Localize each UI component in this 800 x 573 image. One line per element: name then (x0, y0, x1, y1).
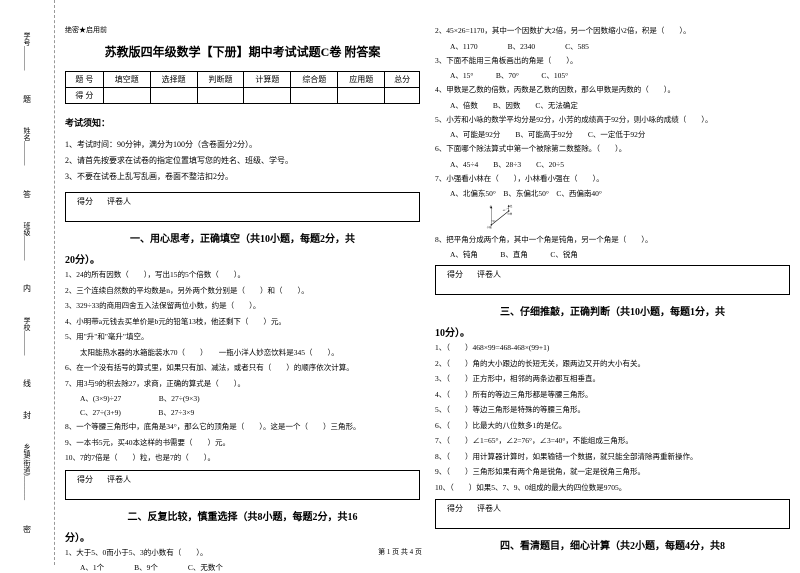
q1-9: 9、一本书5元，买40本这样的书需要（ ）元。 (65, 438, 420, 449)
q2-2o: A、1170 B、2340 C、585 (435, 41, 790, 52)
gb3b: 评卷人 (471, 269, 507, 280)
binding-field-id: 学号_______ (22, 32, 32, 71)
binding-seal-1: 题 (22, 95, 33, 103)
q1-10: 10、7的7倍是（ ）粒，也是7的（ ）。 (65, 453, 420, 464)
tr2-2 (150, 88, 197, 104)
gb2b: 评卷人 (101, 474, 137, 485)
q1-7o2: C、27÷(3+9) B、27÷3×9 (65, 407, 420, 418)
q1-5a: 太阳能热水器的水箱能装水70（ ） 一瓶小洋人妙恋饮料是345（ ）。 (65, 348, 420, 359)
notice-3: 3、不要在试卷上乱写乱画，卷面不整洁扣2分。 (65, 171, 420, 183)
tr2-0: 得 分 (66, 88, 104, 104)
notice-2: 2、请首先按要求在试卷的指定位置填写您的姓名、班级、学号。 (65, 155, 420, 167)
binding-seal-5: 封 (22, 411, 33, 419)
tr2-6 (338, 88, 385, 104)
q1-3: 3、329÷33的商用四舍五入法保留两位小数，约是（ ）。 (65, 301, 420, 312)
th-5: 综合题 (291, 72, 338, 88)
binding-field-town: 乡镇(街道)_______ (22, 443, 32, 500)
binding-seal-6: 密 (22, 525, 33, 533)
q2-2: 2、45×26=1170，其中一个因数扩大2倍，另一个因数缩小2倍，积是（ ）。 (435, 26, 790, 37)
section-1-cont: 20分）。 (65, 251, 420, 266)
q3-1: 1、（ ）468×99=468-468×(99+1) (435, 343, 790, 354)
page-title: 苏教版四年级数学【下册】期中考试试题C卷 附答案 (65, 43, 420, 60)
q2-8: 8、把平角分成两个角，其中一个角是钝角，另一个角是（ ）。 (435, 235, 790, 246)
q1-8: 8、一个等腰三角形中，底角是34°，那么它的顶角是（ ）。这是一个（ ）三角形。 (65, 422, 420, 433)
q3-9: 9、（ ）三角形如果有两个角是锐角，就一定是锐角三角形。 (435, 467, 790, 478)
gb1b: 评卷人 (101, 196, 137, 207)
binding-field-school: 学校_______ (22, 317, 32, 356)
q3-6: 6、（ ）比最大的八位数多1的是亿。 (435, 421, 790, 432)
gb1a: 得分 (71, 196, 99, 207)
binding-seal-4: 线 (22, 379, 33, 387)
q2-7: 7、小强看小林在（ ），小林看小强在（ ）。 (435, 174, 790, 185)
gb3a: 得分 (441, 269, 469, 280)
tr2-1 (103, 88, 150, 104)
tr2-3 (197, 88, 244, 104)
grade-box-3: 得分评卷人 (435, 265, 790, 295)
q3-8: 8、（ ）用计算器计算时，如果输错一个数据，就只能全部清除再重新操作。 (435, 452, 790, 463)
q2-6: 6、下面哪个除法算式中第一个被除第二数整除。（ ）。 (435, 144, 790, 155)
binding-field-name: 姓名_______ (22, 127, 32, 166)
grade-box-2: 得分评卷人 (65, 470, 420, 500)
binding-field-class: 班级_______ (22, 222, 32, 261)
q3-2: 2、（ ）角的大小跟边的长短无关，跟两边又开的大小有关。 (435, 359, 790, 370)
q2-1o: A、1个 B、9个 C、无数个 (65, 562, 420, 573)
q2-4: 4、甲数是乙数的倍数，丙数是乙数的因数，那么甲数是丙数的（ ）。 (435, 85, 790, 96)
diag-n2: 北 (510, 204, 513, 208)
diag-a1: 40° (503, 209, 506, 212)
q2-4o: A、倍数 B、因数 C、无法确定 (435, 100, 790, 111)
binding-seal-2: 答 (22, 190, 33, 198)
q1-4: 4、小明带a元钱去买单价是b元的铅笔13枝，他还剩下（ ）元。 (65, 317, 420, 328)
gb4b: 评卷人 (471, 503, 507, 514)
q2-5o: A、可能是92分 B、可能高于92分 C、一定低于92分 (435, 129, 790, 140)
section-4-title: 四、看清题目，细心计算（共2小题，每题4分，共8 (435, 537, 790, 552)
tr2-5 (291, 88, 338, 104)
q2-3o: A、15° B、70° C、105° (435, 70, 790, 81)
th-2: 选择题 (150, 72, 197, 88)
th-0: 题 号 (66, 72, 104, 88)
section-3-title: 三、仔细推敲，正确判断（共10小题，每题1分，共 (435, 303, 790, 318)
q3-7: 7、（ ）∠1=65°，∠2=76°，∠3=40°，不能组成三角形。 (435, 436, 790, 447)
q2-8o: A、钝角 B、直角 C、锐角 (435, 249, 790, 260)
tr2-4 (244, 88, 291, 104)
section-3-cont: 10分）。 (435, 324, 790, 339)
q2-5: 5、小芳和小咏的数学平均分是92分，小芳的成绩高于92分，则小咏的成绩（ ）。 (435, 115, 790, 126)
grade-box-4: 得分评卷人 (435, 499, 790, 529)
th-7: 总分 (385, 72, 420, 88)
score-table: 题 号 填空题 选择题 判断题 计算题 综合题 应用题 总分 得 分 (65, 71, 420, 104)
q2-6o: A、45÷4 B、28÷3 C、20÷5 (435, 159, 790, 170)
grade-box-1: 得分评卷人 (65, 192, 420, 222)
q3-3: 3、（ ）正方形中，相邻的两条边都互相垂直。 (435, 374, 790, 385)
notice-1: 1、考试时间：90分钟，满分为100分（含卷面分2分）。 (65, 139, 420, 151)
secret-label: 绝密★启用前 (65, 25, 420, 35)
q1-6: 6、在一个没有括号的算式里，如果只有加、减法，或者只有（ ）的顺序依次计算。 (65, 363, 420, 374)
q3-10: 10、（ ）如果5、7、9、0组成的最大的四位数是9705。 (435, 483, 790, 494)
q1-2: 2、三个连续自然数的平均数是n，另外两个数分别是（ ）和（ ）。 (65, 286, 420, 297)
th-3: 判断题 (197, 72, 244, 88)
q1-1: 1、24的所有因数（ ），写出15的5个倍数（ ）。 (65, 270, 420, 281)
th-1: 填空题 (103, 72, 150, 88)
section-1-title: 一、用心思考，正确填空（共10小题，每题2分，共 (65, 230, 420, 245)
binding-seal-3: 内 (22, 284, 33, 292)
q1-7o: A、(3×9)÷27 B、27÷(9×3) (65, 393, 420, 404)
q1-5: 5、用"升"和"毫升"填空。 (65, 332, 420, 343)
gb4a: 得分 (441, 503, 469, 514)
compass-diagram: 北 北 小强 小林 40° 50° (465, 204, 535, 229)
section-2-title: 二、反复比较，慎重选择（共8小题，每题2分，共16 (65, 508, 420, 523)
q3-4: 4、（ ）所有的等边三角形都是等腰三角形。 (435, 390, 790, 401)
q1-7: 7、用3与9的积去除27，求商，正确的算式是（ ）。 (65, 379, 420, 390)
gb2a: 得分 (71, 474, 99, 485)
section-2-cont: 分）。 (65, 529, 420, 544)
q2-3: 3、下面不能用三角板画出的角是（ ）。 (435, 56, 790, 67)
diag-l: 小林 (507, 212, 512, 216)
q2-1: 1、大于5、0而小于5、3的小数有（ ）。 (65, 548, 420, 559)
q3-5: 5、（ ）等边三角形是特殊的等腰三角形。 (435, 405, 790, 416)
notice-heading: 考试须知： (65, 116, 420, 129)
th-4: 计算题 (244, 72, 291, 88)
page-footer: 第 1 页 共 4 页 (378, 547, 422, 557)
th-6: 应用题 (338, 72, 385, 88)
tr2-7 (385, 88, 420, 104)
q2-7o: A、北偏东50° B、东偏北50° C、西偏南40° (435, 188, 790, 199)
